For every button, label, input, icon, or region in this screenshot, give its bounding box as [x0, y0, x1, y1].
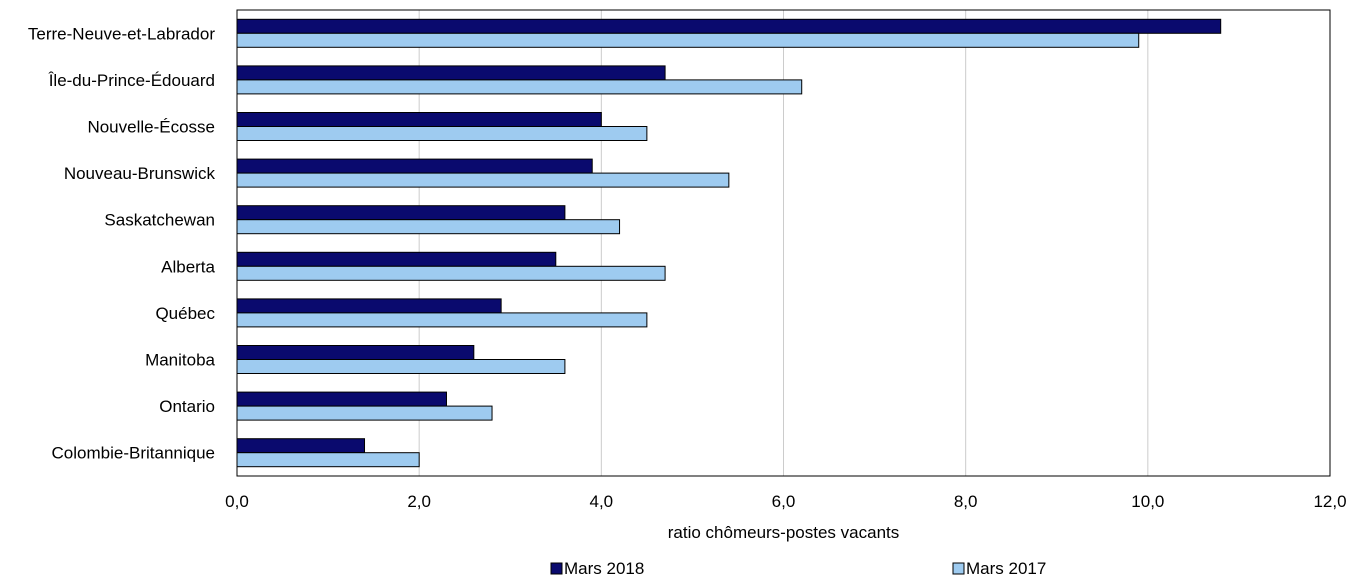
category-label: Saskatchewan: [104, 211, 215, 230]
bar-mars-2017: [236, 32, 1140, 48]
bar-mars-2018: [236, 251, 557, 267]
bar-mars-2017: [236, 452, 420, 468]
bar-mars-2017: [236, 265, 666, 281]
category-label: Alberta: [161, 257, 215, 276]
category-label: Terre-Neuve-et-Labrador: [28, 24, 215, 43]
category-label: Île-du-Prince-Édouard: [48, 71, 215, 90]
x-tick-label: 12,0: [1313, 492, 1346, 511]
legend-label: Mars 2017: [966, 559, 1046, 578]
x-tick-label: 6,0: [772, 492, 796, 511]
x-tick-label: 4,0: [590, 492, 614, 511]
bar-mars-2017: [236, 219, 621, 235]
plot-frame: [236, 9, 1331, 477]
category-label: Colombie-Britannique: [52, 444, 215, 463]
bar-mars-2018: [236, 158, 593, 174]
category-label: Nouvelle-Écosse: [87, 118, 215, 137]
bar-mars-2017: [236, 405, 493, 421]
bar-mars-2018: [236, 205, 566, 221]
bar-mars-2017: [236, 359, 566, 374]
bar-mars-2017: [236, 79, 803, 95]
category-labels: Terre-Neuve-et-Labrador Île-du-Prince-Édo…: [28, 24, 216, 462]
bar-mars-2018: [236, 112, 602, 127]
bar-mars-2017: [236, 172, 730, 188]
legend-label: Mars 2018: [564, 559, 644, 578]
x-tick-labels: 0,0 2,0 4,0 6,0 8,0 10,0 12,0: [225, 492, 1346, 511]
legend-swatch: [952, 562, 965, 575]
bar-mars-2018: [236, 438, 366, 454]
x-tick-label: 2,0: [407, 492, 431, 511]
category-label: Manitoba: [145, 351, 215, 370]
bar-mars-2018: [236, 391, 447, 407]
bar-mars-2017: [236, 126, 648, 141]
legend: Mars 2018 Mars 2017: [550, 559, 1046, 578]
x-tick-label: 8,0: [954, 492, 978, 511]
bar-mars-2018: [236, 65, 666, 81]
bar-mars-2018: [236, 298, 502, 314]
bar-mars-2017: [236, 312, 648, 328]
bars: [236, 18, 1222, 468]
category-label: Québec: [155, 304, 215, 323]
category-label: Ontario: [159, 397, 215, 416]
x-tick-label: 0,0: [225, 492, 249, 511]
bar-mars-2018: [236, 18, 1222, 34]
x-axis-title: ratio chômeurs-postes vacants: [668, 523, 900, 542]
legend-swatch: [550, 562, 563, 575]
category-label: Nouveau-Brunswick: [64, 164, 216, 183]
bar-mars-2018: [236, 345, 475, 360]
x-tick-label: 10,0: [1131, 492, 1164, 511]
